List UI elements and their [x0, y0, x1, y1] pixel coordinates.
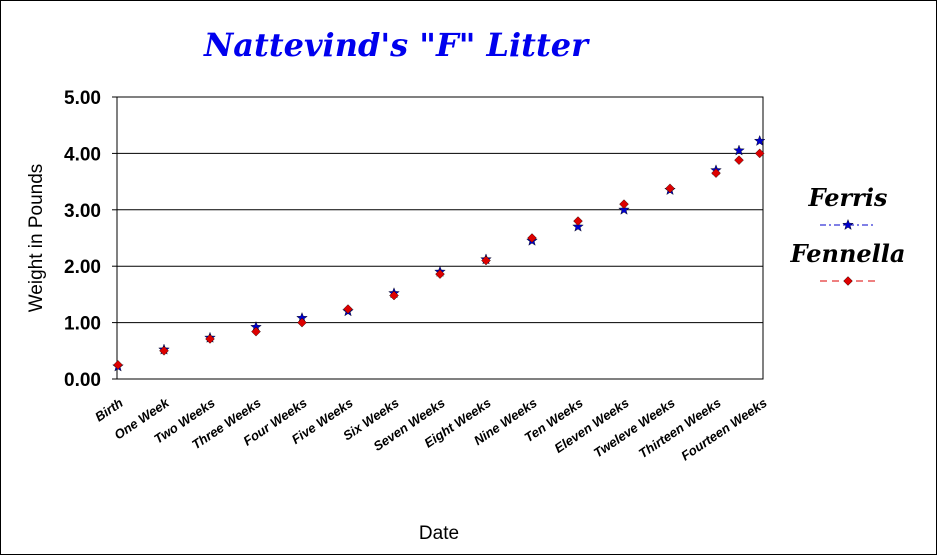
fennella-point	[297, 317, 307, 328]
legend-marker-ferris	[842, 218, 854, 230]
fennella-point	[734, 155, 744, 165]
fennella-point	[573, 216, 583, 226]
fennella-point	[159, 346, 169, 356]
y-tick-label: 5.00	[64, 88, 101, 109]
y-axis-label: Weight in Pounds	[26, 164, 47, 313]
fennella-point	[389, 290, 399, 301]
fennella-point	[205, 334, 215, 344]
legend-marker-fennella	[843, 276, 853, 286]
x-axis-label: Date	[419, 523, 459, 544]
fennella-point	[527, 233, 537, 243]
y-tick-label: 0.00	[64, 370, 101, 391]
fennella-point	[711, 168, 721, 178]
y-tick-label: 1.00	[64, 314, 101, 335]
y-tick-label: 2.00	[64, 257, 101, 278]
ferris-point	[572, 220, 584, 232]
fennella-point	[343, 304, 353, 314]
fennella-point	[754, 148, 765, 159]
fennella-point	[665, 183, 675, 194]
ferris-point	[753, 134, 766, 146]
data-points	[112, 134, 766, 372]
x-tick-label: Fourteen Weeks	[678, 395, 769, 463]
fennella-point	[619, 199, 629, 209]
y-tick-label: 3.00	[64, 201, 101, 222]
legend: Ferris Fennella	[790, 183, 906, 286]
ferris-point	[733, 144, 745, 156]
legend-label-fennella: Fennella	[790, 239, 906, 268]
fennella-point	[481, 255, 491, 266]
x-tick-label: Birth	[92, 395, 126, 424]
plot-area	[116, 96, 764, 380]
legend-label-ferris: Ferris	[808, 183, 888, 212]
y-axis-ticks: 0.00 1.00 2.00 3.00 4.00 5.00	[64, 88, 117, 391]
y-tick-label: 4.00	[64, 144, 101, 165]
fennella-point	[435, 269, 445, 279]
chart-title: Nattevind's "F" Litter	[203, 26, 590, 64]
fennella-point	[113, 360, 123, 370]
fennella-point	[251, 326, 261, 337]
ferris-point	[618, 203, 630, 215]
x-tick-label: Tweleve Weeks	[591, 395, 678, 460]
